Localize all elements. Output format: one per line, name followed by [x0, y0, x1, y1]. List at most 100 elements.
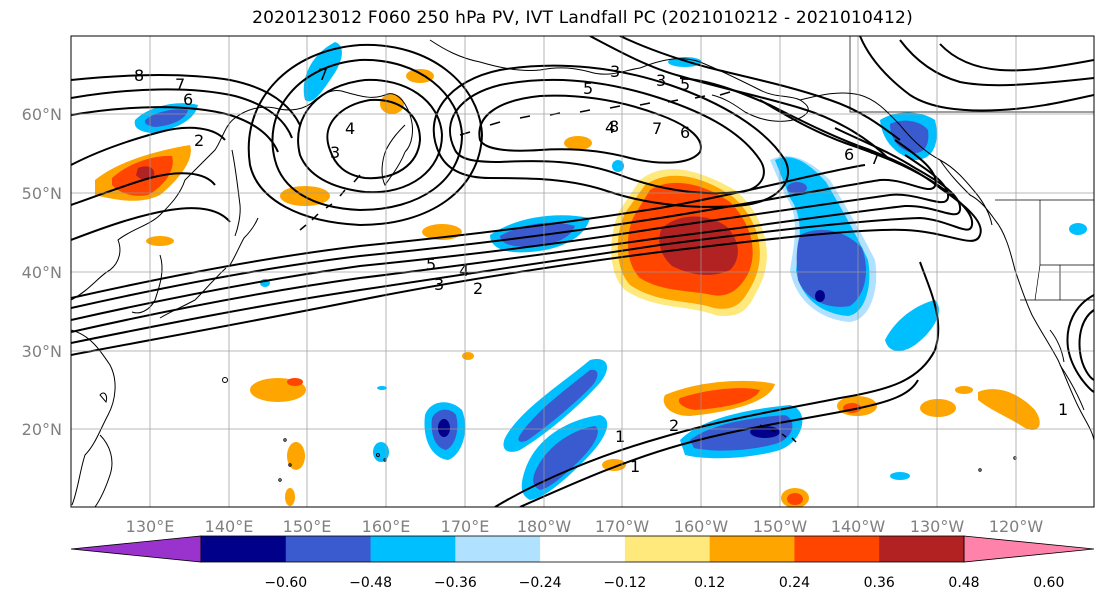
contour-label: 5: [680, 75, 690, 94]
colorbar-tick-label: −0.12: [603, 575, 646, 591]
positive-anomaly: [955, 386, 973, 394]
negative-anomaly: [1069, 223, 1087, 235]
colorbar-tick-label: −0.24: [519, 575, 562, 591]
contour-label: 8: [609, 117, 619, 136]
lat-label: 20°N: [22, 420, 62, 439]
contour-label: 6: [844, 145, 854, 164]
lon-label: 150°W: [753, 517, 808, 536]
map-title: 2020123012 F060 250 hPa PV, IVT Landfall…: [252, 8, 913, 28]
contour-label: 8: [134, 66, 144, 85]
positive-anomaly: [787, 493, 803, 505]
negative-anomaly: [890, 472, 910, 480]
positive-anomaly: [462, 352, 474, 360]
contour-label: 3: [330, 143, 340, 162]
contour-labels: 8 7 6 5 4 3 2 1 3 4 5 4 3 2 8 7 6 3 5 6 …: [134, 62, 1068, 476]
lat-label: 50°N: [22, 184, 62, 203]
colorbar-tick-label: −0.36: [434, 575, 477, 591]
contour-label: 2: [669, 416, 679, 435]
colorbar-cell: [455, 536, 541, 562]
negative-anomaly: [303, 42, 342, 102]
positive-anomaly: [602, 459, 626, 471]
contour-label: 2: [194, 131, 204, 150]
lat-label: 60°N: [22, 105, 62, 124]
map-frame: [70, 35, 1095, 508]
lon-label: 130°E: [126, 517, 175, 536]
contour-label: 6: [680, 123, 690, 142]
positive-anomaly-band: [678, 388, 760, 410]
lon-label: 150°E: [283, 517, 332, 536]
contour-label: 3: [434, 275, 444, 294]
negative-anomaly: [518, 369, 598, 442]
colorbar-cell: [370, 536, 456, 562]
contour-label: 3: [610, 62, 620, 81]
positive-anomaly: [287, 378, 303, 386]
positive-anomaly: [285, 488, 295, 506]
positive-anomaly: [287, 442, 305, 470]
lat-label: 30°N: [22, 342, 62, 361]
contour-label: 7: [652, 119, 662, 138]
contour-label: 6: [183, 90, 193, 109]
colorbar-tick-label: −0.48: [349, 575, 392, 591]
positive-anomaly: [978, 389, 1040, 430]
contour-label: 3: [656, 71, 666, 90]
colorbar-tick-label: 0.12: [694, 575, 725, 591]
negative-anomaly: [668, 57, 702, 67]
colorbar: −0.60 −0.48 −0.36 −0.24 −0.12 0.12 0.24 0.36 0.4…: [70, 535, 1095, 591]
positive-anomaly: [146, 236, 174, 246]
colorbar-extend-low: [70, 535, 202, 563]
negative-anomaly: [612, 160, 624, 172]
colorbar-cell: [879, 536, 965, 562]
negative-anomaly: [815, 290, 825, 302]
colorbar-outline: [200, 535, 965, 563]
colorbar-tick-label: 0.60: [1033, 575, 1064, 591]
negative-anomaly: [377, 386, 387, 390]
colorbar-tick-label: −0.60: [264, 575, 307, 591]
lon-label: 140°E: [205, 517, 254, 536]
colorbar-cells: [70, 535, 1095, 563]
contour-label: 7: [870, 149, 880, 168]
lon-label: 170°E: [441, 517, 490, 536]
colorbar-labels: −0.60 −0.48 −0.36 −0.24 −0.12 0.12 0.24 0.36 0.4…: [264, 575, 1064, 591]
pv-contours: [71, 36, 1094, 507]
colorbar-cell: [285, 536, 372, 562]
positive-anomaly: [406, 69, 434, 83]
contour-label: 7: [175, 75, 185, 94]
contour-label: 4: [459, 261, 469, 280]
positive-anomaly: [564, 136, 592, 150]
lon-label: 170°W: [595, 517, 650, 536]
positive-anomaly: [380, 94, 404, 114]
lon-label: 160°W: [674, 517, 729, 536]
lon-label: 160°E: [362, 517, 411, 536]
negative-anomaly: [373, 442, 389, 462]
colorbar-cell: [794, 536, 880, 562]
negative-anomaly: [690, 415, 793, 451]
colorbar-extend-high: [963, 535, 1095, 563]
contour-label: 5: [583, 79, 593, 98]
colorbar-tick-label: 0.36: [864, 575, 895, 591]
positive-anomaly: [920, 399, 956, 417]
lon-label: 140°W: [831, 517, 886, 536]
negative-anomaly: [533, 426, 598, 490]
colorbar-cell: [540, 536, 626, 562]
coastlines: [71, 36, 1094, 507]
colorbar-cell: [709, 536, 795, 562]
colorbar-cell: [201, 536, 287, 562]
contour-label: 4: [345, 119, 355, 138]
contour-label: 1: [1058, 400, 1068, 419]
contour-label: 1: [615, 427, 625, 446]
negative-anomaly: [796, 229, 866, 307]
lon-label: 130°W: [910, 517, 965, 536]
lon-label: 120°W: [989, 517, 1044, 536]
colorbar-tick-label: 0.24: [779, 575, 810, 591]
lon-label: 180°W: [517, 517, 572, 536]
negative-anomaly: [787, 182, 807, 194]
contour-label: 7: [318, 65, 328, 84]
gridlines: [71, 36, 1094, 507]
contour-label: 1: [630, 457, 640, 476]
contour-label: 4: [605, 118, 615, 137]
contour-label: 5: [426, 255, 436, 274]
colorbar-cell: [624, 536, 711, 562]
longitude-labels: 130°E 140°E 150°E 160°E 170°E 180°W 170°…: [126, 517, 1044, 536]
colorbar-tick-label: 0.48: [948, 575, 979, 591]
